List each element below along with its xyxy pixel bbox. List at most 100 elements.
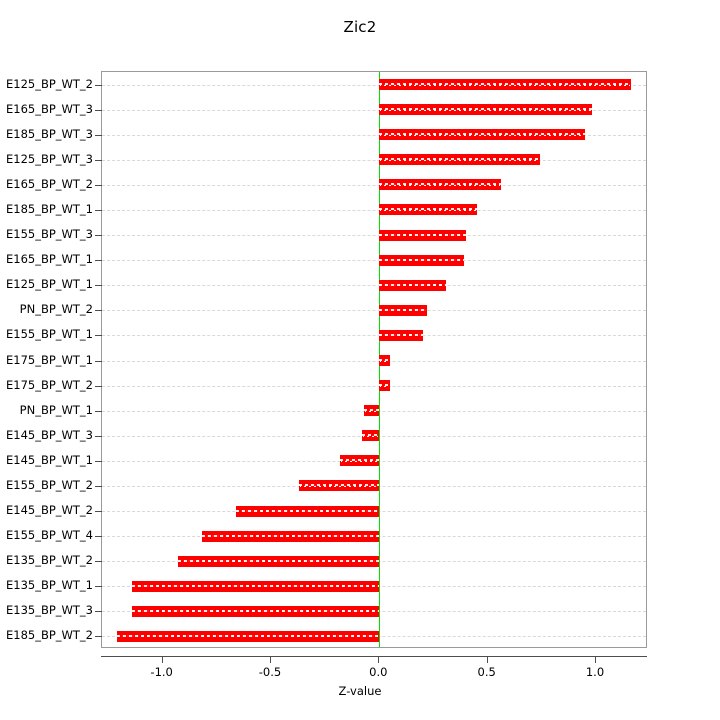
bar[interactable] [364,405,380,417]
x-axis-tick [378,656,380,663]
y-axis-tick [95,536,102,538]
y-axis-tick [95,134,102,136]
y-axis-tick-label: E155_BP_WT_3 [5,227,93,242]
gridline [102,385,646,387]
y-axis-tick [95,360,102,362]
y-axis-tick-label: E185_BP_WT_2 [5,628,93,643]
y-axis-tick [95,485,102,487]
bar[interactable] [201,530,380,542]
bar[interactable] [379,154,540,166]
y-axis-tick [95,310,102,312]
gridline [102,310,646,312]
bar[interactable] [132,605,380,617]
gridline [102,109,646,111]
plot-area [95,71,647,648]
y-axis-tick-label: E145_BP_WT_2 [5,503,93,518]
y-axis-labels: E125_BP_WT_2 E165_BP_WT_3 E185_BP_WT_3 E125… [0,71,93,648]
y-axis-tick [95,260,102,262]
y-axis-tick [95,184,102,186]
y-axis-tick-label: E175_BP_WT_1 [5,352,93,367]
x-axis-tick [161,656,163,663]
y-axis-tick [95,636,102,638]
gridline [102,184,646,186]
y-axis-tick-label: E135_BP_WT_2 [5,553,93,568]
bar[interactable] [379,329,423,341]
bar[interactable] [379,204,477,216]
gridline [102,209,646,211]
gridline [102,84,646,86]
bar[interactable] [379,355,391,366]
bar[interactable] [379,229,466,241]
gridline [102,134,646,136]
x-axis: -1.0 -0.5 0.0 0.5 1.0 [101,648,647,688]
y-axis-tick-label: PN_BP_WT_2 [19,302,93,317]
bar[interactable] [236,505,380,517]
x-axis-tick-label: -0.5 [258,665,282,679]
y-axis-tick-label: E135_BP_WT_1 [5,578,93,593]
bar[interactable] [117,630,380,642]
y-axis-tick [95,209,102,211]
y-axis-tick [95,235,102,237]
y-axis-tick-label: E155_BP_WT_1 [5,327,93,342]
gridline [102,235,646,237]
y-axis-tick-label: E135_BP_WT_3 [5,603,93,618]
y-axis-tick [95,159,102,161]
y-axis-tick [95,84,102,86]
y-axis-tick-label: E165_BP_WT_1 [5,252,93,267]
y-axis-tick [95,335,102,337]
y-axis-tick-label: E185_BP_WT_3 [5,126,93,141]
bar[interactable] [177,555,380,567]
y-axis-tick-label: E185_BP_WT_1 [5,201,93,216]
y-axis-tick [95,285,102,287]
y-axis-tick [95,109,102,111]
y-axis-tick [95,385,102,387]
bar[interactable] [379,279,447,291]
gridline [102,159,646,161]
y-axis-tick-label: E145_BP_WT_1 [5,452,93,467]
y-axis-tick-label: E175_BP_WT_2 [5,377,93,392]
x-axis-tick [270,656,271,663]
y-axis-tick [95,611,102,613]
y-axis-tick [95,561,102,563]
plot-inner [95,72,646,647]
bar[interactable] [379,179,501,191]
y-axis-tick-label: E125_BP_WT_2 [5,76,93,91]
y-axis-tick [95,586,102,588]
x-axis-tick-label: 0.0 [369,665,388,679]
x-axis-title: Z-value [338,684,382,698]
x-axis-line [101,656,647,657]
x-axis-tick [595,656,596,663]
bar[interactable] [379,304,427,316]
bar[interactable] [299,480,380,492]
x-axis-tick [486,656,488,663]
bar[interactable] [379,104,592,116]
y-axis-tick-label: PN_BP_WT_1 [19,402,93,417]
x-axis-tick-label: 0.5 [477,665,496,679]
y-axis-tick-label: E165_BP_WT_2 [5,176,93,191]
y-axis-tick-label: E165_BP_WT_3 [5,101,93,116]
bar[interactable] [379,79,631,91]
bar[interactable] [132,580,380,592]
y-axis-tick [95,511,102,513]
chart-title: Zic2 [343,18,377,36]
x-axis-tick-label: 1.0 [585,665,605,679]
y-axis-tick-label: E125_BP_WT_3 [5,151,93,166]
bar[interactable] [362,430,380,442]
y-axis-tick-label: E155_BP_WT_4 [5,528,93,543]
x-axis-tick-label: -1.0 [150,665,173,679]
y-axis-tick-label: E145_BP_WT_3 [5,427,93,442]
y-axis-tick [95,410,102,412]
bar[interactable] [379,380,391,392]
bar[interactable] [340,455,380,467]
bar[interactable] [379,254,464,266]
y-axis-tick [95,460,102,462]
bar[interactable] [379,129,586,141]
gridline [102,260,646,262]
y-axis-tick-label: E155_BP_WT_2 [5,477,93,492]
y-axis-tick-label: E125_BP_WT_1 [5,277,93,292]
gridline [102,360,646,362]
gridline [102,285,646,287]
y-axis-tick [95,435,102,437]
gridline [102,335,646,337]
